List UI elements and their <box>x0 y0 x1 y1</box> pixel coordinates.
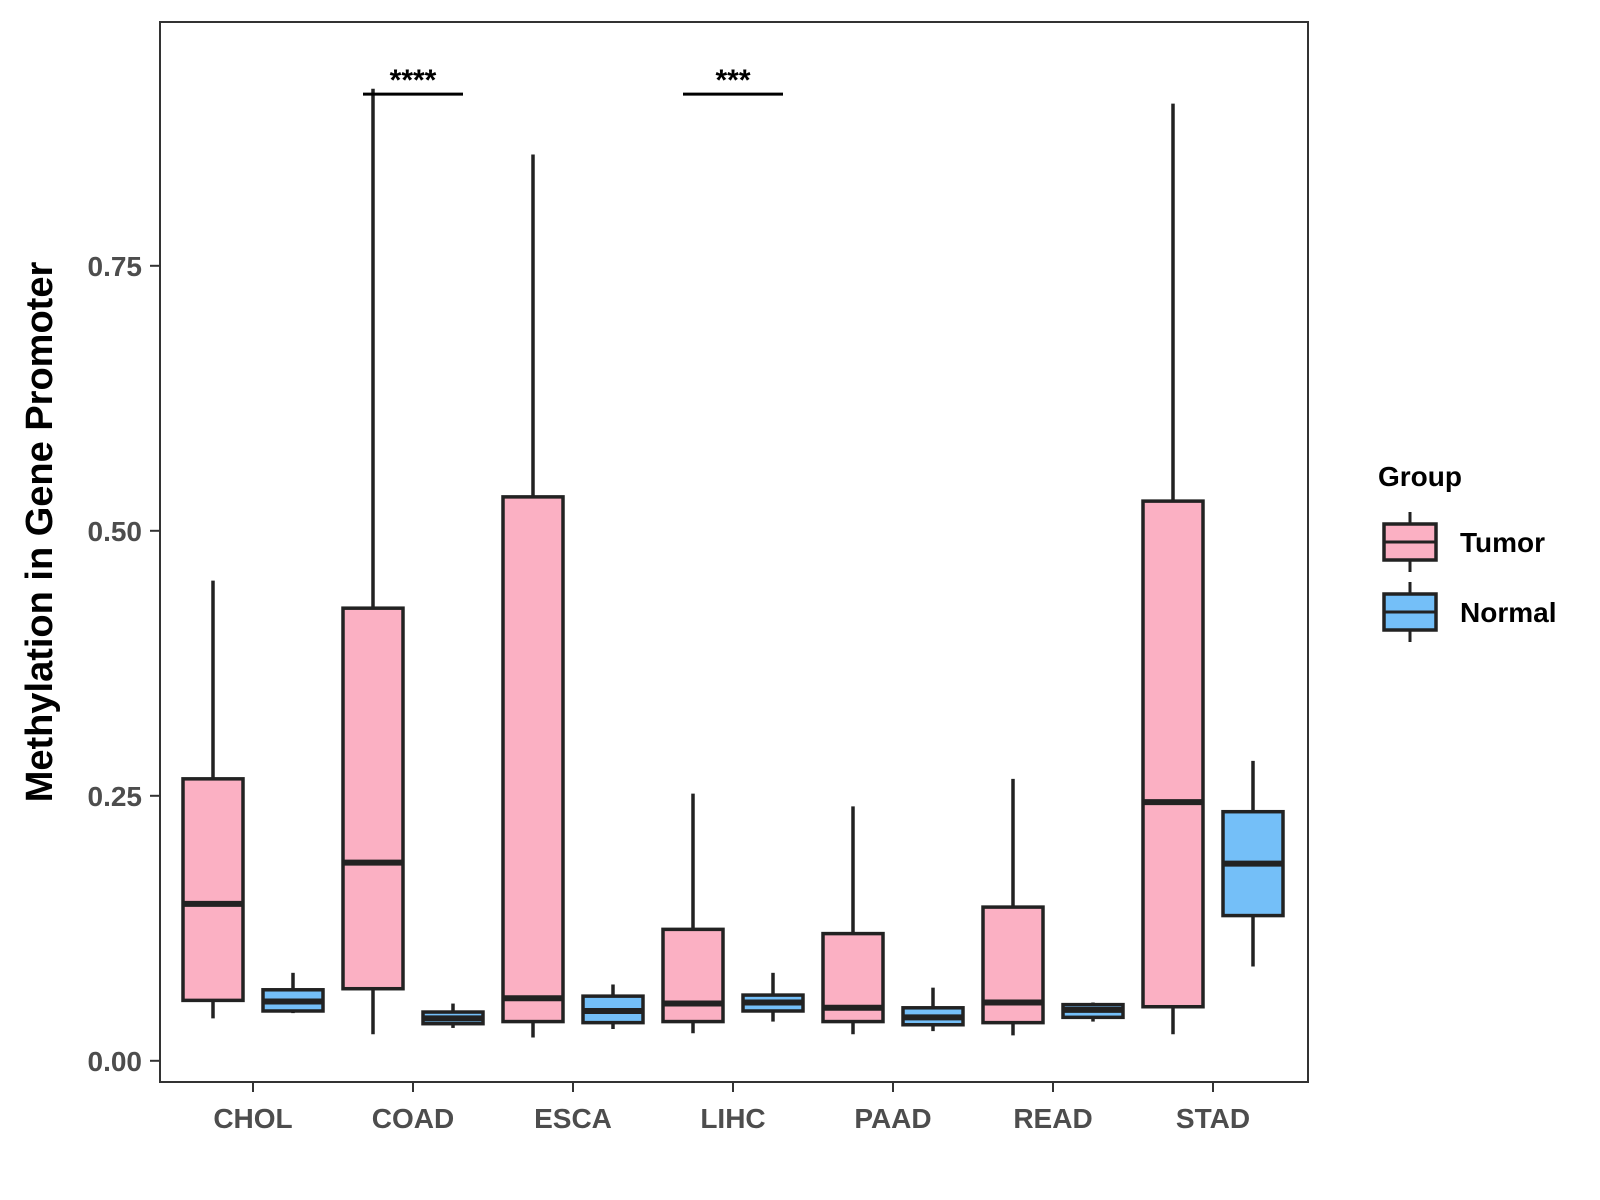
x-tick-label-paad: PAAD <box>854 1103 931 1134</box>
y-tick-label: 0.50 <box>88 516 143 547</box>
box-body <box>181 777 245 1003</box>
y-tick-label: 0.00 <box>88 1046 143 1077</box>
box-normal-esca <box>581 984 645 1029</box>
box-normal-read <box>1061 1002 1125 1022</box>
box-tumor-coad <box>341 88 405 1035</box>
box-body <box>1141 499 1205 1009</box>
x-tick-label-coad: COAD <box>372 1103 454 1134</box>
y-tick-label: 0.75 <box>88 251 143 282</box>
box-normal-chol <box>261 972 325 1014</box>
box-series <box>181 88 1285 1038</box>
box-normal-lihc <box>741 972 805 1022</box>
y-axis-title: Methylation in Gene Promoter <box>19 262 61 803</box>
x-tick-label-stad: STAD <box>1176 1103 1250 1134</box>
x-tick-label-read: READ <box>1013 1103 1092 1134</box>
y-tick-label: 0.25 <box>88 781 143 812</box>
box-tumor-stad <box>1141 103 1205 1035</box>
legend-label-tumor: Tumor <box>1460 527 1545 558</box>
box-body <box>501 495 565 1024</box>
x-tick-label-esca: ESCA <box>534 1103 612 1134</box>
box-normal-paad <box>901 987 965 1032</box>
legend: Group Tumor Normal <box>1378 461 1556 642</box>
box-tumor-read <box>981 778 1045 1036</box>
legend-title: Group <box>1378 461 1462 492</box>
significance-annotations: **** *** <box>363 64 783 97</box>
legend-label-normal: Normal <box>1460 597 1556 628</box>
x-axis: CHOL COAD ESCA LIHC PAAD READ STAD <box>213 1082 1250 1134</box>
legend-key-normal <box>1382 582 1438 642</box>
significance-label: *** <box>715 64 750 97</box>
box-normal-stad <box>1221 760 1285 967</box>
box-body <box>661 927 725 1024</box>
legend-key-tumor <box>1382 512 1438 572</box>
box-tumor-esca <box>501 154 565 1038</box>
y-axis: 0.00 0.25 0.50 0.75 <box>88 251 160 1077</box>
x-tick-label-chol: CHOL <box>213 1103 292 1134</box>
box-tumor-chol <box>181 580 245 1019</box>
box-tumor-lihc <box>661 793 725 1034</box>
x-tick-label-lihc: LIHC <box>700 1103 765 1134</box>
box-normal-coad <box>421 1003 485 1028</box>
box-body <box>341 606 405 991</box>
significance-label: **** <box>390 64 437 97</box>
plot-panel <box>159 21 1309 1083</box>
box-tumor-paad <box>821 806 885 1035</box>
